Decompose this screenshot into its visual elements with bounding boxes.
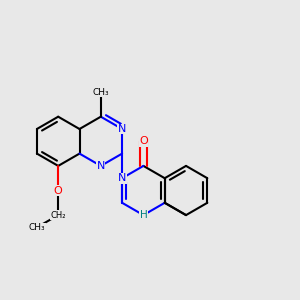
Text: N: N <box>118 173 126 183</box>
Text: H: H <box>118 173 126 183</box>
Text: O: O <box>54 185 63 196</box>
Text: O: O <box>139 136 148 146</box>
Text: CH₂: CH₂ <box>50 211 66 220</box>
Text: N: N <box>118 124 126 134</box>
Text: CH₃: CH₃ <box>92 88 109 97</box>
Text: H: H <box>140 210 147 220</box>
Text: N: N <box>97 161 105 171</box>
Text: CH₃: CH₃ <box>28 223 45 232</box>
